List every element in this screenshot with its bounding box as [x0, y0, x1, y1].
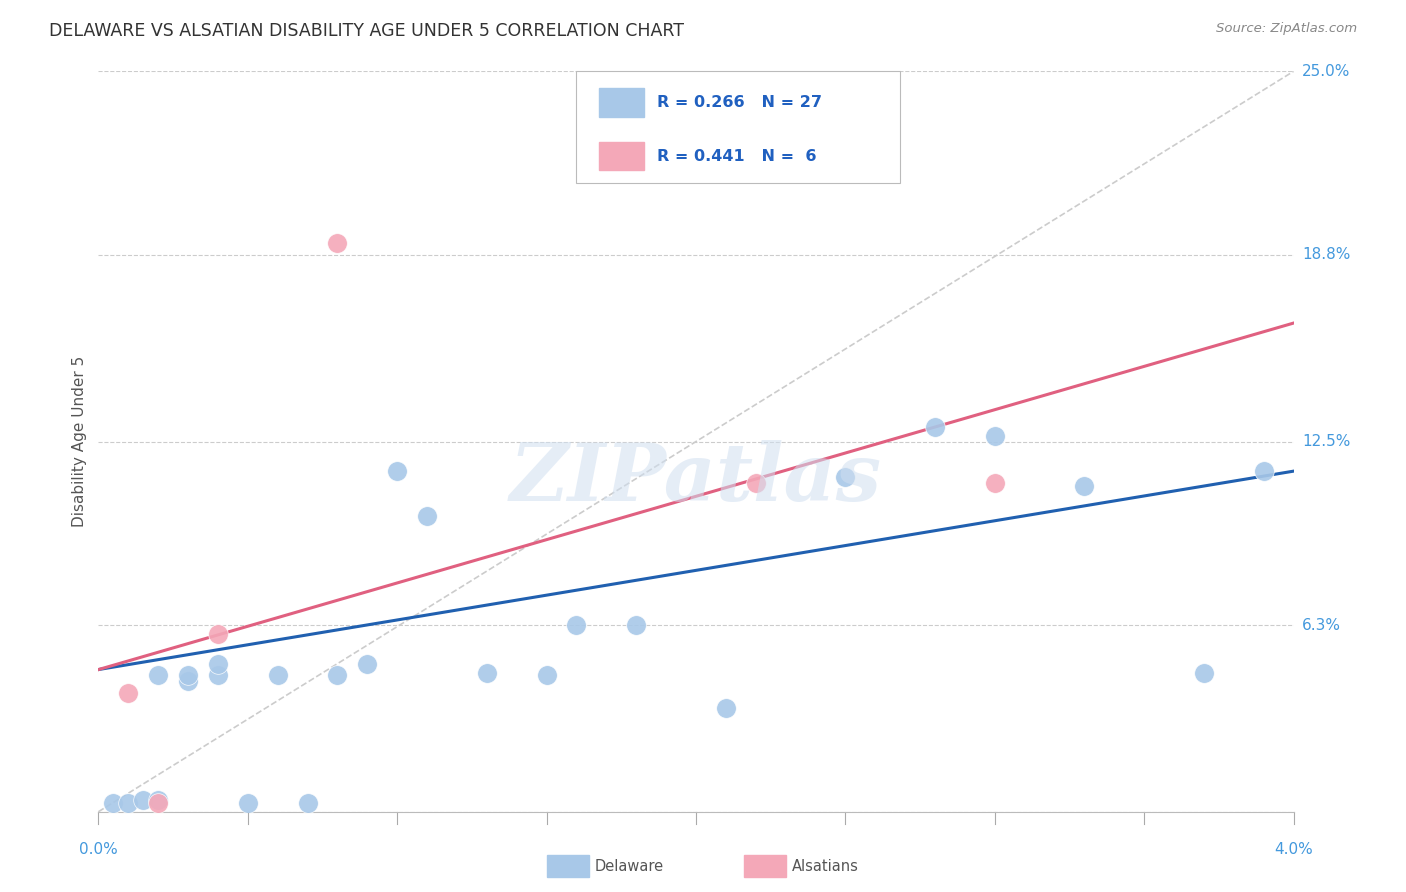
Text: 0.0%: 0.0% [79, 842, 118, 857]
Point [924, 419, 946, 434]
Text: 6.3%: 6.3% [1302, 617, 1341, 632]
Text: DELAWARE VS ALSATIAN DISABILITY AGE UNDER 5 CORRELATION CHART: DELAWARE VS ALSATIAN DISABILITY AGE UNDE… [49, 22, 685, 40]
Point [207, 627, 229, 641]
Point [103, 796, 125, 810]
Point [416, 508, 439, 523]
Point [117, 686, 139, 700]
Point [267, 668, 290, 682]
Point [177, 668, 200, 682]
Y-axis label: Disability Age Under 5: Disability Age Under 5 [72, 356, 87, 527]
Point [177, 674, 200, 689]
Point [385, 464, 409, 478]
Point [626, 618, 648, 632]
Point [1253, 464, 1275, 478]
Point [297, 796, 319, 810]
Point [148, 668, 170, 682]
Text: Alsatians: Alsatians [792, 859, 859, 873]
Point [565, 618, 588, 632]
Text: 4.0%: 4.0% [1274, 842, 1313, 857]
Text: Source: ZipAtlas.com: Source: ZipAtlas.com [1216, 22, 1357, 36]
Point [1192, 665, 1215, 680]
Point [148, 796, 170, 810]
Point [207, 657, 229, 671]
Point [236, 796, 259, 810]
Point [326, 668, 349, 682]
Text: 25.0%: 25.0% [1302, 64, 1350, 78]
Point [714, 701, 737, 715]
Point [326, 236, 349, 251]
Text: R = 0.441   N =  6: R = 0.441 N = 6 [657, 149, 815, 163]
Point [132, 793, 155, 807]
Point [117, 796, 139, 810]
Point [475, 665, 498, 680]
Text: Delaware: Delaware [595, 859, 664, 873]
Point [984, 428, 1007, 442]
Point [984, 475, 1007, 490]
Point [148, 793, 170, 807]
Text: R = 0.266   N = 27: R = 0.266 N = 27 [657, 95, 821, 110]
Text: 12.5%: 12.5% [1302, 434, 1350, 449]
Point [207, 668, 229, 682]
Point [834, 470, 856, 484]
Text: ZIPatlas: ZIPatlas [510, 440, 882, 517]
Point [745, 475, 768, 490]
Point [1073, 479, 1095, 493]
Point [356, 657, 378, 671]
Text: 18.8%: 18.8% [1302, 247, 1350, 262]
Point [536, 668, 558, 682]
